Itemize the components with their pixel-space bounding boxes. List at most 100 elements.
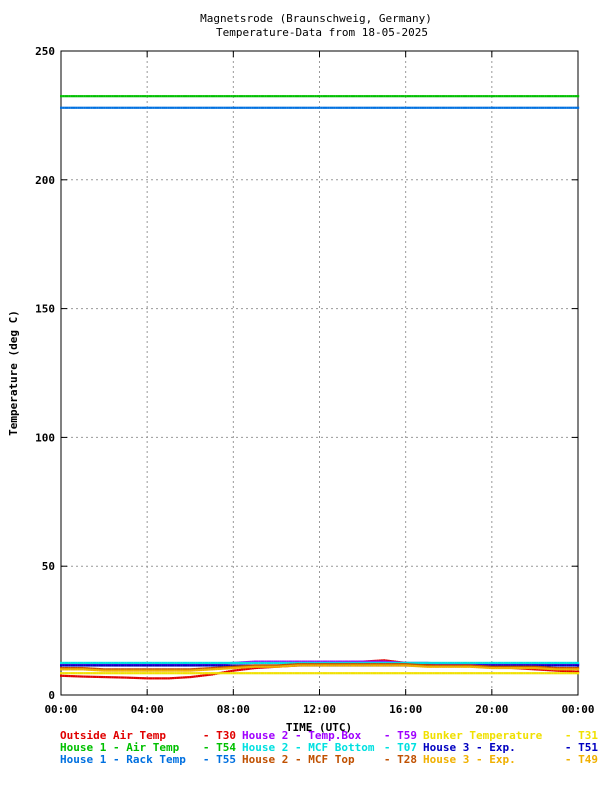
data-point — [268, 95, 272, 98]
data-point — [383, 95, 386, 98]
data-point — [333, 95, 336, 98]
data-point — [62, 95, 65, 98]
data-point — [529, 665, 532, 668]
data-point — [408, 664, 412, 667]
data-point — [178, 95, 181, 98]
data-point — [503, 666, 506, 670]
data-point — [60, 672, 63, 675]
data-point — [503, 106, 506, 109]
data-point — [236, 661, 239, 664]
data-point — [296, 106, 300, 109]
data-point — [234, 661, 237, 664]
data-point — [64, 663, 67, 666]
data-point — [499, 661, 502, 664]
data-point — [505, 106, 509, 109]
data-point — [180, 669, 183, 672]
data-point — [230, 669, 233, 673]
data-point — [391, 106, 394, 109]
data-point — [389, 664, 392, 667]
data-point — [288, 95, 291, 98]
data-point — [85, 668, 89, 671]
data-point — [292, 95, 295, 98]
data-point — [436, 664, 440, 667]
data-point — [430, 661, 433, 664]
data-point — [424, 662, 427, 666]
data-point — [150, 106, 153, 109]
data-point — [566, 666, 569, 670]
data-point — [484, 106, 487, 109]
data-point — [380, 661, 384, 664]
data-point — [284, 661, 287, 664]
data-point — [408, 661, 412, 664]
data-point — [385, 95, 388, 98]
data-point — [393, 664, 397, 667]
data-point — [139, 669, 142, 672]
data-point — [527, 106, 530, 109]
data-point — [92, 106, 95, 109]
data-point — [90, 664, 93, 667]
data-point — [126, 664, 129, 667]
data-point — [413, 672, 416, 675]
data-point — [62, 663, 65, 666]
data-point — [406, 663, 410, 666]
data-point — [443, 672, 446, 675]
data-point — [516, 663, 519, 666]
data-point — [570, 663, 573, 666]
data-point — [167, 664, 170, 667]
data-point — [202, 664, 205, 667]
data-point — [193, 672, 196, 675]
data-point — [512, 661, 515, 664]
legend-entry: House 1 - Air Temp — [60, 741, 180, 754]
data-point — [94, 95, 97, 98]
data-point — [361, 661, 364, 664]
data-point — [148, 668, 151, 671]
data-point — [232, 672, 235, 675]
data-point — [288, 663, 291, 666]
data-point — [348, 95, 351, 98]
data-point — [514, 95, 517, 98]
data-point — [372, 664, 375, 667]
data-point — [454, 672, 457, 675]
data-point — [165, 669, 168, 672]
data-point — [566, 95, 569, 98]
data-point — [223, 672, 226, 675]
data-point — [467, 106, 470, 109]
data-point — [559, 664, 562, 667]
data-point — [454, 663, 457, 666]
data-point — [116, 106, 119, 109]
data-point — [277, 661, 280, 664]
data-point — [434, 95, 438, 98]
data-point — [193, 663, 196, 666]
data-point — [329, 663, 332, 666]
series-T31 — [60, 672, 580, 675]
data-point — [191, 669, 194, 672]
data-point — [564, 95, 567, 98]
data-point — [574, 668, 578, 671]
data-point — [525, 106, 528, 109]
data-point — [118, 106, 121, 109]
data-point — [454, 661, 457, 664]
data-point — [391, 663, 394, 666]
data-point — [376, 672, 379, 675]
data-point — [148, 106, 151, 109]
data-point — [424, 672, 427, 675]
data-point — [490, 664, 494, 667]
data-point — [577, 663, 580, 666]
data-point — [378, 106, 382, 109]
data-point — [383, 660, 386, 663]
data-point — [94, 661, 97, 664]
data-point — [467, 95, 470, 98]
data-point — [256, 660, 259, 663]
data-point — [540, 667, 543, 670]
data-point — [424, 661, 427, 664]
data-point — [122, 663, 125, 666]
data-point — [292, 660, 295, 663]
data-point — [262, 664, 265, 667]
data-point — [107, 664, 110, 667]
data-point — [156, 669, 160, 672]
data-point — [146, 661, 149, 664]
data-point — [329, 95, 332, 98]
data-point — [195, 106, 198, 109]
data-point — [174, 676, 177, 680]
data-point — [518, 663, 522, 666]
